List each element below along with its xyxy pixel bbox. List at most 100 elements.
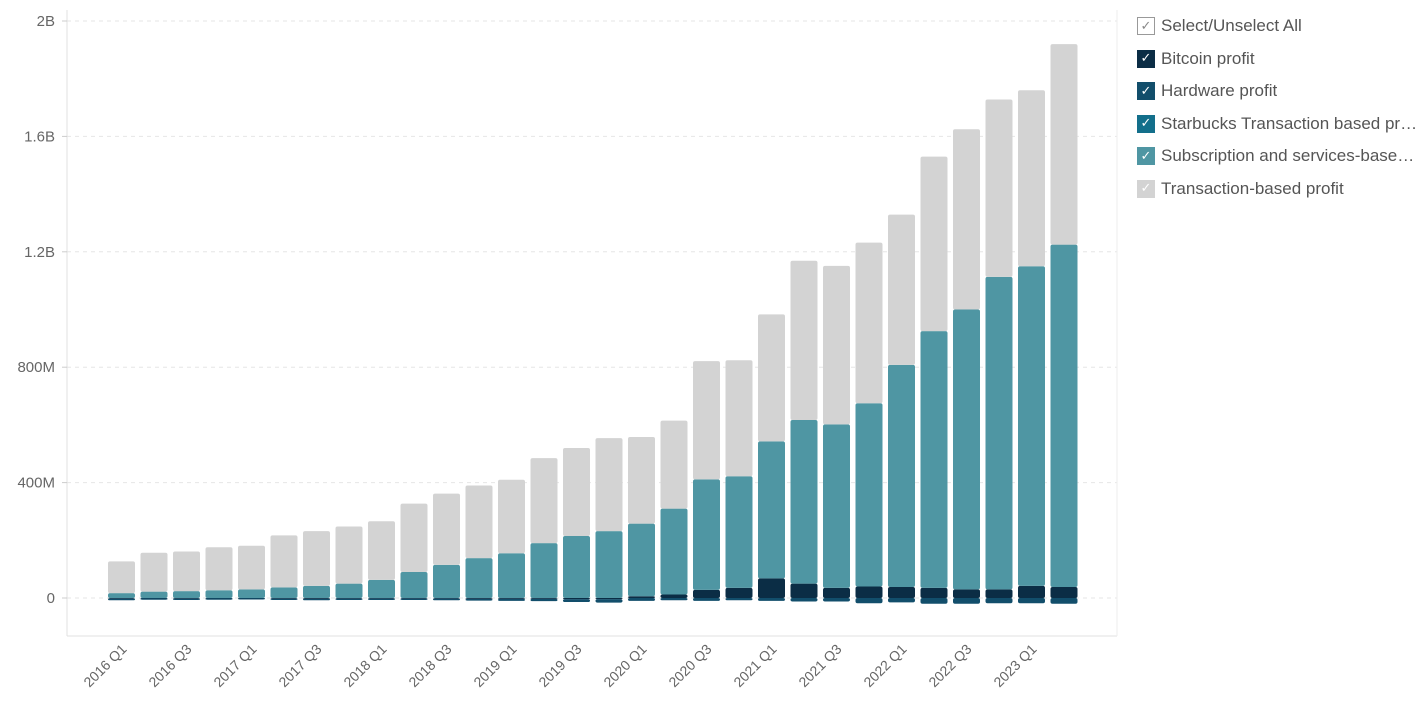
bar-segment[interactable] [563, 447, 590, 536]
bar-segment[interactable] [465, 558, 493, 598]
bar-segment[interactable] [855, 586, 883, 598]
bar-segment[interactable] [465, 598, 493, 599]
bar-segment[interactable] [660, 598, 688, 601]
bar-segment[interactable] [400, 572, 428, 598]
bar-segment[interactable] [303, 598, 330, 601]
bar-segment[interactable] [693, 479, 720, 590]
bar-segment[interactable] [920, 331, 948, 588]
bar-segment[interactable] [888, 598, 915, 603]
bar-segment[interactable] [173, 598, 200, 599]
bar-segment[interactable] [725, 598, 753, 601]
bar-segment[interactable] [368, 521, 395, 580]
bar-segment[interactable] [205, 547, 233, 591]
bar-segment[interactable] [953, 598, 980, 604]
bar-segment[interactable] [400, 598, 428, 599]
bar-segment[interactable] [173, 591, 200, 598]
bar-segment[interactable] [530, 458, 558, 544]
bar-segment[interactable] [1018, 585, 1045, 598]
bar-segment[interactable] [1050, 244, 1078, 588]
bar-segment[interactable] [660, 420, 688, 509]
bar-segment[interactable] [758, 598, 785, 601]
checkbox-icon[interactable]: ✓ [1137, 17, 1155, 36]
bar-segment[interactable] [563, 599, 590, 603]
bar-segment[interactable] [953, 129, 980, 310]
bar-segment[interactable] [335, 598, 363, 601]
bar-segment[interactable] [433, 598, 460, 599]
bar-segment[interactable] [953, 309, 980, 590]
bar-segment[interactable] [108, 598, 135, 601]
bar-segment[interactable] [855, 598, 883, 604]
bar-segment[interactable] [758, 314, 785, 442]
legend-item-transaction[interactable]: ✓ Transaction-based profit [1137, 173, 1422, 206]
bar-segment[interactable] [790, 583, 818, 598]
bar-segment[interactable] [823, 598, 850, 602]
bar-segment[interactable] [985, 589, 1013, 598]
bar-segment[interactable] [368, 598, 395, 599]
bar-segment[interactable] [888, 587, 915, 598]
bar-segment[interactable] [693, 589, 720, 598]
bar-segment[interactable] [595, 599, 623, 603]
bar-segment[interactable] [725, 360, 753, 477]
bar-segment[interactable] [530, 543, 558, 598]
legend-item-starbucks[interactable]: ✓ Starbucks Transaction based profit [1137, 108, 1422, 141]
bar-segment[interactable] [303, 585, 330, 598]
bar-segment[interactable] [985, 99, 1013, 277]
checkbox-icon[interactable]: ✓ [1137, 179, 1155, 198]
bar-segment[interactable] [335, 526, 363, 584]
bar-segment[interactable] [758, 578, 785, 598]
bar-segment[interactable] [985, 598, 1013, 604]
bar-segment[interactable] [790, 598, 818, 602]
bar-segment[interactable] [855, 403, 883, 587]
bar-segment[interactable] [433, 493, 460, 565]
bar-segment[interactable] [530, 598, 558, 602]
bar-segment[interactable] [498, 553, 525, 598]
bar-segment[interactable] [628, 596, 655, 598]
bar-segment[interactable] [563, 535, 590, 598]
bar-segment[interactable] [270, 587, 298, 598]
bar-segment[interactable] [530, 598, 558, 599]
bar-segment[interactable] [433, 564, 460, 598]
bar-segment[interactable] [303, 531, 330, 586]
bar-segment[interactable] [953, 589, 980, 598]
bar-segment[interactable] [823, 424, 850, 588]
bar-segment[interactable] [433, 598, 460, 601]
bar-segment[interactable] [758, 441, 785, 579]
bar-segment[interactable] [823, 587, 850, 598]
bar-segment[interactable] [725, 587, 753, 598]
bar-segment[interactable] [368, 598, 395, 601]
bar-segment[interactable] [823, 265, 850, 425]
legend-select-all[interactable]: ✓ Select/Unselect All [1137, 10, 1422, 43]
bar-segment[interactable] [595, 531, 623, 598]
bar-segment[interactable] [888, 364, 915, 588]
bar-segment[interactable] [498, 479, 525, 554]
bar-segment[interactable] [205, 598, 233, 600]
bar-segment[interactable] [790, 419, 818, 584]
bar-segment[interactable] [335, 598, 363, 599]
bar-segment[interactable] [140, 598, 168, 600]
bar-segment[interactable] [465, 485, 493, 559]
bar-segment[interactable] [303, 598, 330, 599]
legend-item-subscription[interactable]: ✓ Subscription and services-based profit [1137, 140, 1422, 173]
bar-segment[interactable] [173, 551, 200, 592]
bar-segment[interactable] [1050, 44, 1078, 245]
bar-segment[interactable] [465, 598, 493, 601]
bar-segment[interactable] [400, 503, 428, 573]
bar-segment[interactable] [270, 535, 298, 588]
bar-segment[interactable] [660, 508, 688, 595]
checkbox-icon[interactable]: ✓ [1137, 82, 1155, 101]
bar-segment[interactable] [855, 242, 883, 404]
bar-segment[interactable] [1018, 598, 1045, 604]
bar-segment[interactable] [888, 214, 915, 365]
bar-segment[interactable] [628, 523, 655, 597]
bar-segment[interactable] [725, 476, 753, 588]
bar-segment[interactable] [920, 156, 948, 332]
bar-segment[interactable] [108, 598, 135, 599]
bar-segment[interactable] [1050, 587, 1078, 598]
bar-segment[interactable] [335, 583, 363, 598]
bar-segment[interactable] [693, 598, 720, 601]
bar-segment[interactable] [595, 438, 623, 532]
bar-segment[interactable] [563, 598, 590, 600]
bar-segment[interactable] [238, 598, 265, 600]
bar-segment[interactable] [628, 598, 655, 601]
bar-segment[interactable] [660, 594, 688, 598]
